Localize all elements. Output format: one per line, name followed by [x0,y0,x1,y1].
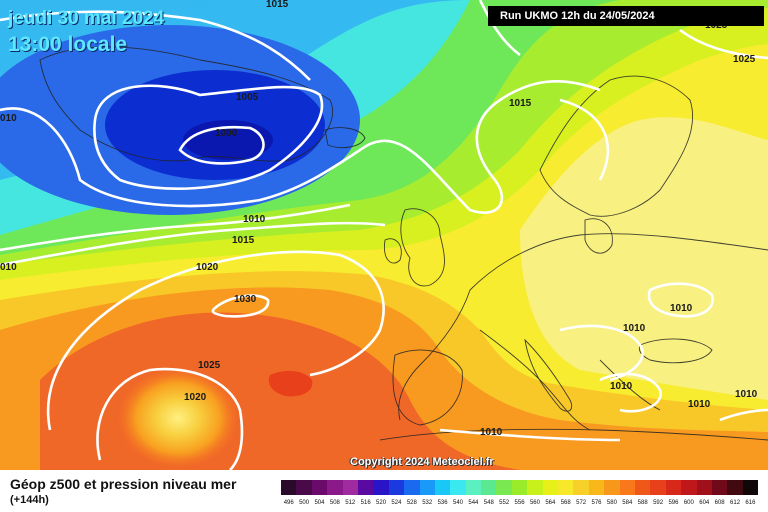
legend-swatch [742,480,759,495]
legend-value: 544 [468,500,479,506]
isobar-label: 1000 [215,128,238,139]
isobar-label: 1015 [266,0,289,10]
isobar-label: 010 [0,262,17,273]
legend-value: 596 [668,500,679,506]
copyright-text: Copyright 2024 Meteociel.fr [350,456,494,468]
legend-swatch [681,480,697,495]
legend-value: 564 [545,500,556,506]
isobar-label: 1020 [184,392,207,403]
legend-value: 604 [699,500,710,506]
land-outlines [39,46,768,441]
legend-value: 568 [560,500,571,506]
isobar-label: 1030 [234,294,257,305]
legend-swatch [296,480,312,495]
legend-swatch [357,480,374,495]
legend-value: 528 [406,500,417,506]
isobar-label: 1015 [232,235,255,246]
legend-swatch [450,480,466,495]
isobar-label: 1010 [735,389,758,400]
legend-value: 548 [483,500,494,506]
legend-swatch [711,480,728,495]
legend-swatch [388,480,405,495]
isobars [0,0,768,470]
legend-value: 520 [376,500,387,506]
isobar-label: 1025 [733,54,756,65]
legend-swatch [281,480,297,495]
isobar-label: 1010 [610,381,633,392]
legend-swatch [604,480,620,495]
legend-value: 608 [714,500,725,506]
legend-swatch [573,480,589,495]
legend-swatch [342,480,358,495]
legend-value: 500 [299,500,310,506]
legend-swatch [558,480,574,495]
legend-swatch [619,480,635,495]
legend-swatch [696,480,712,495]
legend-swatch [311,480,328,495]
legend-swatch [327,480,343,495]
zone-warm-blob [118,368,238,468]
color-scale-legend [281,480,759,495]
lead-time: (+144h) [10,494,49,506]
legend-value: 560 [529,500,540,506]
legend-value: 572 [576,500,587,506]
legend-swatch [481,480,497,495]
legend-value: 556 [514,500,525,506]
legend-value: 600 [683,500,694,506]
legend-swatch [496,480,512,495]
legend-value: 496 [283,500,294,506]
legend-value: 532 [422,500,433,506]
legend-swatch [465,480,482,495]
legend-value: 576 [591,500,602,506]
isobar-label-group: 1015 1025 1025 1005 1000 1015 010 1010 1… [0,0,758,438]
legend-swatch [650,480,666,495]
isobar-label: 010 [0,113,17,124]
legend-value: 516 [360,500,371,506]
footer-panel: Géop z500 et pression niveau mer (+144h)… [0,470,768,512]
legend-value: 588 [637,500,648,506]
legend-value: 508 [329,500,340,506]
isobar-label: 1025 [198,360,221,371]
legend-swatch [511,480,528,495]
legend-value: 540 [452,500,463,506]
legend-swatch [665,480,682,495]
zone-lightyellow [520,117,768,401]
isobar-label: 1010 [480,427,503,438]
legend-value: 552 [499,500,510,506]
forecast-date: jeudi 30 mai 2024 [8,8,165,29]
legend-swatch [404,480,420,495]
isobar-label: 1015 [509,98,532,109]
legend-swatch [542,480,559,495]
run-info-badge: Run UKMO 12h du 24/05/2024 [488,6,764,26]
isobar-label: 1010 [243,214,266,225]
legend-value: 612 [730,500,741,506]
isobar-label: 1020 [196,262,219,273]
zone-red-core [268,370,313,397]
legend-value: 524 [391,500,402,506]
forecast-time: 13:00 locale [8,33,128,56]
weather-map: 1015 1025 1025 1005 1000 1015 010 1010 1… [0,0,768,470]
legend-swatch [727,480,743,495]
legend-value: 592 [653,500,664,506]
legend-swatch [434,480,451,495]
legend-value: 580 [606,500,617,506]
isobar-label: 1010 [670,303,693,314]
legend-value: 536 [437,500,448,506]
legend-swatch [373,480,389,495]
legend-swatch [419,480,435,495]
legend-swatch [588,480,605,495]
map-title: Géop z500 et pression niveau mer [10,476,237,492]
legend-value: 584 [622,500,633,506]
legend-value: 512 [345,500,356,506]
isobar-label: 1010 [688,399,711,410]
isobar-label: 1010 [623,323,646,334]
legend-value: 504 [314,500,325,506]
legend-swatch [634,480,651,495]
legend-swatch [527,480,543,495]
isobar-label: 1005 [236,92,259,103]
legend-value: 616 [745,500,756,506]
color-scale-labels: 496 500 504 508 512 516 520 524 528 532 536 540 544 5… [281,500,758,506]
